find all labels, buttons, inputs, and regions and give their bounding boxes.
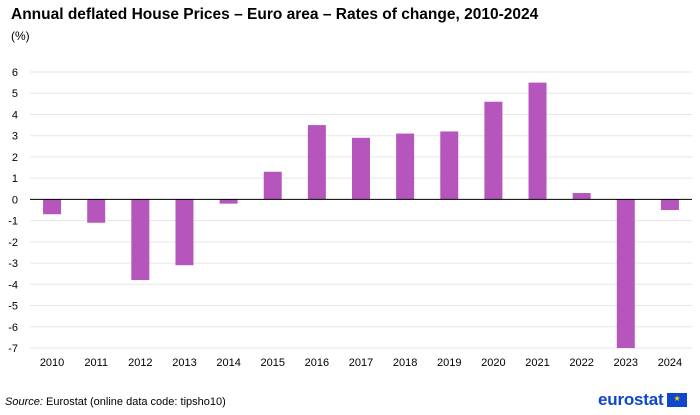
bar — [440, 131, 459, 200]
x-tick-label: 2013 — [172, 357, 196, 369]
y-tick-label: 3 — [12, 131, 18, 143]
y-tick-label: -6 — [8, 322, 18, 334]
x-tick-label: 2015 — [260, 357, 284, 369]
y-tick-label: 6 — [12, 67, 18, 79]
x-tick-label: 2016 — [305, 357, 329, 369]
y-tick-label: 4 — [12, 109, 18, 121]
bar — [131, 199, 150, 281]
bar — [660, 199, 679, 210]
y-tick-label: 2 — [12, 152, 18, 164]
x-tick-label: 2022 — [569, 357, 593, 369]
bar — [396, 133, 415, 200]
unit-label: (%) — [11, 29, 30, 43]
x-tick-label: 2018 — [393, 357, 417, 369]
x-tick-label: 2010 — [40, 357, 64, 369]
source-text: Eurostat (online data code: tipsho10) — [45, 396, 226, 408]
x-tick-label: 2023 — [614, 357, 638, 369]
x-tick-label: 2011 — [84, 357, 108, 369]
y-tick-label: -1 — [8, 216, 18, 228]
bar — [87, 199, 106, 223]
bar-chart: 6 5 4 3 2 1 0 -1 -2 -3 -4 -5 -6 -7 2010 2011 2012 2013 201… — [8, 67, 692, 369]
source-label: Source: — [5, 396, 43, 408]
eurostat-logo: eurostat — [598, 390, 688, 410]
y-tick-label: -3 — [8, 258, 18, 270]
logo-text: eurostat — [598, 390, 664, 409]
chart-title: Annual deflated House Prices – Euro area… — [11, 6, 539, 23]
eu-flag-icon — [667, 393, 688, 407]
y-tick-label: -4 — [8, 279, 18, 291]
bar — [616, 199, 635, 348]
x-tick-label: 2021 — [525, 357, 549, 369]
bar — [219, 199, 238, 204]
bar — [263, 171, 282, 200]
y-tick-label: 0 — [12, 194, 18, 206]
y-tick-label: -7 — [8, 343, 18, 355]
x-tick-label: 2014 — [216, 357, 240, 369]
y-tick-label: 1 — [12, 173, 18, 185]
x-tick-label: 2020 — [481, 357, 505, 369]
y-tick-label: -5 — [8, 301, 18, 313]
bar — [352, 137, 370, 200]
bar — [307, 125, 326, 200]
bar — [175, 199, 194, 266]
x-tick-label: 2017 — [349, 357, 373, 369]
x-tick-label: 2024 — [658, 357, 682, 369]
bar — [572, 193, 591, 200]
bar — [484, 101, 503, 200]
x-tick-label: 2012 — [128, 357, 152, 369]
bar — [528, 82, 547, 200]
y-tick-label: 5 — [12, 88, 18, 100]
bar — [43, 199, 62, 215]
source-note: Source: Eurostat (online data code: tips… — [5, 396, 226, 408]
y-tick-label: -2 — [8, 237, 18, 249]
x-tick-label: 2019 — [437, 357, 461, 369]
